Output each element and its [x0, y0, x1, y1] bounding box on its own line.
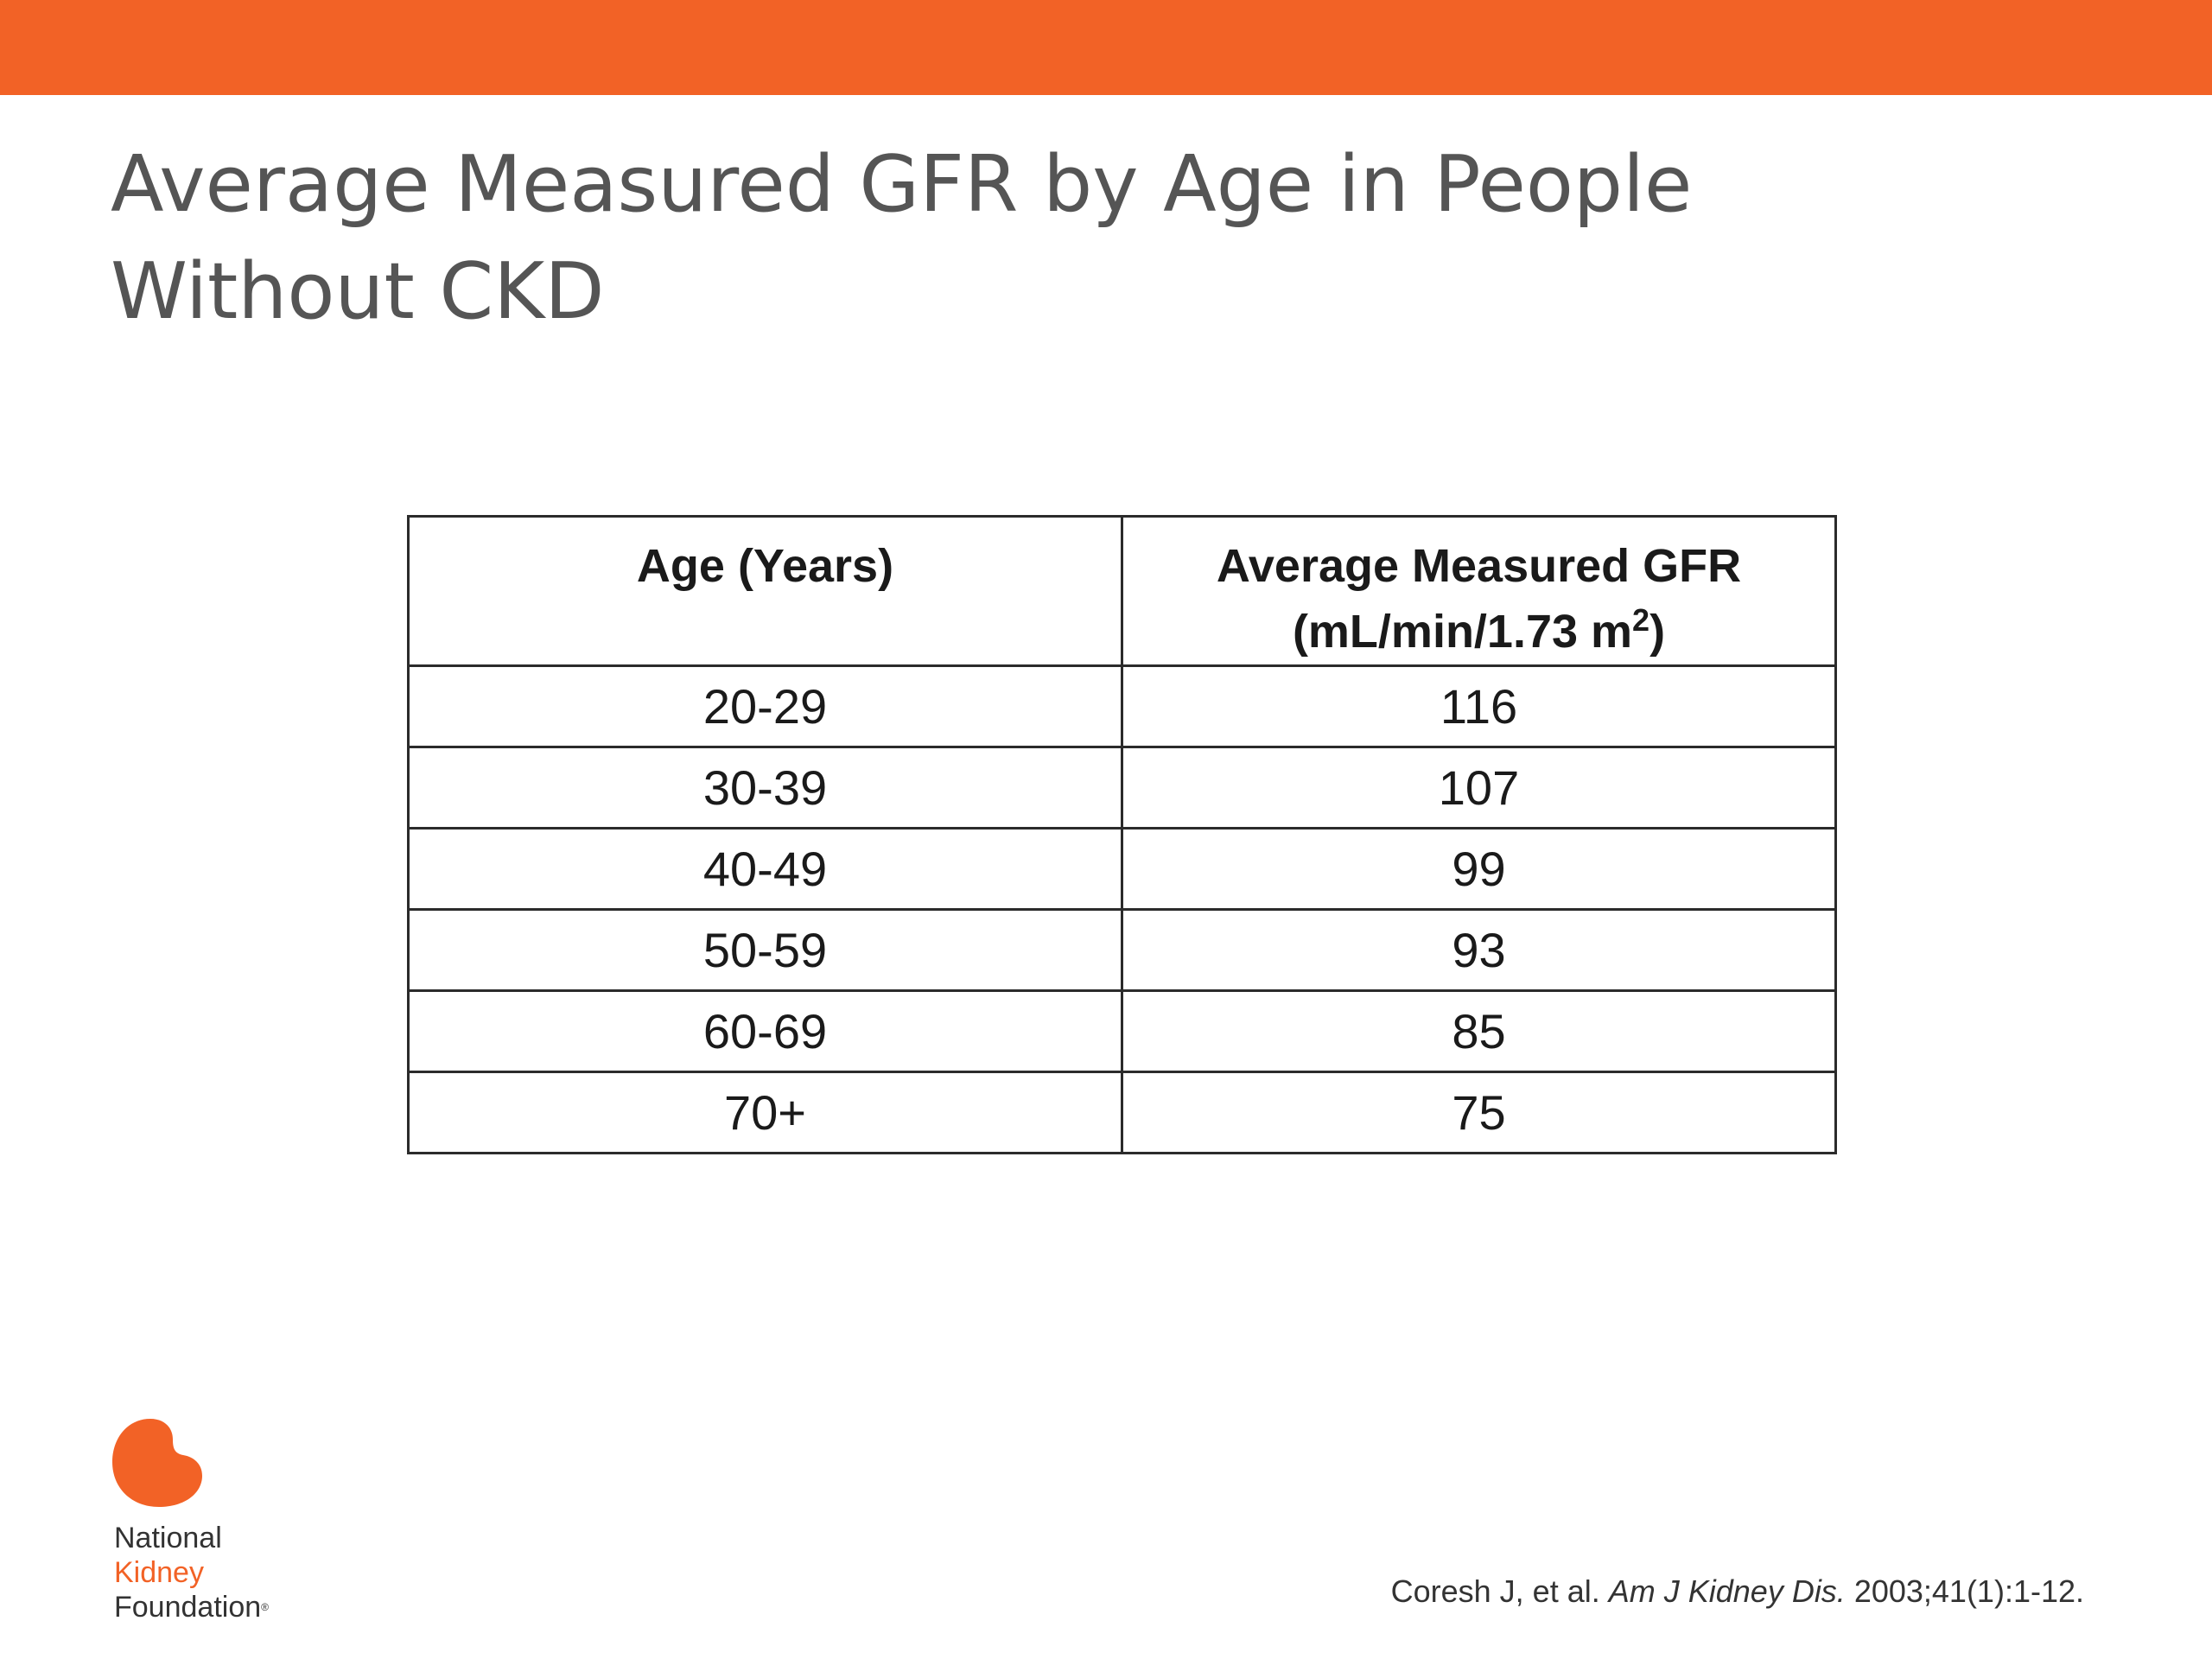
citation: Coresh J, et al. Am J Kidney Dis. 2003;4…	[1391, 1573, 2084, 1610]
table-row: 60-69 85	[407, 989, 1837, 1073]
age-range-cell: 70+	[407, 1071, 1123, 1154]
age-range-cell: 50-59	[407, 908, 1123, 992]
citation-journal: Am J Kidney Dis.	[1608, 1573, 1846, 1609]
age-range-cell: 40-49	[407, 827, 1123, 911]
age-range-cell: 20-29	[407, 664, 1123, 748]
logo-line-kidney: Kidney	[114, 1556, 204, 1589]
gfr-value-cell: 116	[1121, 664, 1837, 748]
nkf-logo: National Kidney Foundation®	[111, 1417, 318, 1633]
gfr-by-age-table: Age (Years) Average Measured GFR (mL/min…	[407, 515, 1837, 1154]
gfr-value-cell: 93	[1121, 908, 1837, 992]
table-row: 30-39 107	[407, 746, 1837, 830]
citation-details: 2003;41(1):1-12.	[1845, 1573, 2084, 1609]
top-accent-bar	[0, 0, 2212, 95]
slide-title-line-1: Average Measured GFR by Age in People	[111, 139, 1693, 230]
age-column-header: Age (Years)	[407, 515, 1123, 667]
table-row: 70+ 75	[407, 1071, 1837, 1154]
gfr-column-header: Average Measured GFR (mL/min/1.73 m2)	[1121, 515, 1837, 667]
age-range-cell: 60-69	[407, 989, 1123, 1073]
table-row: 40-49 99	[407, 827, 1837, 911]
logo-wordmark: National Kidney Foundation®	[114, 1521, 269, 1624]
logo-line-national: National	[114, 1522, 222, 1554]
logo-line-foundation: Foundation®	[114, 1591, 269, 1624]
table-body: 20-29 116 30-39 107 40-49 99 50-59 93 60-69 85 70+…	[407, 664, 1837, 1154]
gfr-value-cell: 99	[1121, 827, 1837, 911]
table-header-row: Age (Years) Average Measured GFR (mL/min…	[407, 515, 1837, 667]
gfr-value-cell: 85	[1121, 989, 1837, 1073]
age-range-cell: 30-39	[407, 746, 1123, 830]
gfr-value-cell: 75	[1121, 1071, 1837, 1154]
gfr-value-cell: 107	[1121, 746, 1837, 830]
registered-mark: ®	[261, 1601, 269, 1613]
table-row: 50-59 93	[407, 908, 1837, 992]
slide-title: Average Measured GFR by Age in People Wi…	[111, 131, 2012, 346]
kidney-icon	[112, 1419, 202, 1507]
slide-title-line-2: Without CKD	[111, 246, 605, 337]
gfr-unit-label: (mL/min/1.73 m2)	[1292, 602, 1666, 658]
table-row: 20-29 116	[407, 664, 1837, 748]
citation-authors: Coresh J, et al.	[1390, 1573, 1609, 1609]
